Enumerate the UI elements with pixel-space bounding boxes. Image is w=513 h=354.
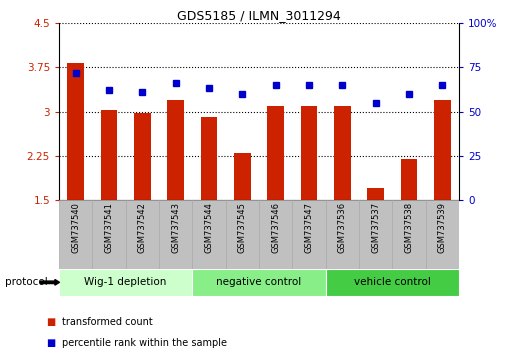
Bar: [367, 188, 384, 200]
Bar: [234, 153, 251, 200]
Text: ■: ■: [46, 317, 55, 327]
Bar: [126, 200, 159, 269]
Bar: [426, 200, 459, 269]
Bar: [292, 200, 326, 269]
Bar: [267, 105, 284, 200]
Text: GSM737537: GSM737537: [371, 202, 380, 253]
Bar: [226, 200, 259, 269]
Text: percentile rank within the sample: percentile rank within the sample: [62, 338, 227, 348]
Text: GSM737542: GSM737542: [138, 202, 147, 253]
Bar: [67, 63, 84, 200]
Text: GSM737544: GSM737544: [205, 202, 213, 253]
Bar: [359, 200, 392, 269]
Text: ■: ■: [46, 338, 55, 348]
Text: GSM737536: GSM737536: [338, 202, 347, 253]
Text: vehicle control: vehicle control: [354, 277, 431, 287]
Bar: [134, 113, 151, 200]
Title: GDS5185 / ILMN_3011294: GDS5185 / ILMN_3011294: [177, 9, 341, 22]
Bar: [334, 105, 351, 200]
Text: GSM737541: GSM737541: [105, 202, 113, 253]
Text: GSM737546: GSM737546: [271, 202, 280, 253]
Bar: [192, 200, 226, 269]
Bar: [301, 105, 318, 200]
Bar: [167, 100, 184, 200]
Bar: [201, 118, 218, 200]
Text: GSM737543: GSM737543: [171, 202, 180, 253]
Text: Wig-1 depletion: Wig-1 depletion: [85, 277, 167, 287]
Text: GSM737539: GSM737539: [438, 202, 447, 253]
Bar: [101, 110, 117, 200]
Text: transformed count: transformed count: [62, 317, 152, 327]
Text: GSM737538: GSM737538: [405, 202, 413, 253]
Text: GSM737540: GSM737540: [71, 202, 80, 253]
Bar: [92, 200, 126, 269]
Bar: [326, 269, 459, 296]
Bar: [192, 269, 326, 296]
Bar: [401, 159, 418, 200]
Bar: [59, 269, 192, 296]
Bar: [434, 100, 451, 200]
Text: negative control: negative control: [216, 277, 302, 287]
Bar: [259, 200, 292, 269]
Text: protocol: protocol: [5, 277, 48, 287]
Bar: [392, 200, 426, 269]
Text: GSM737547: GSM737547: [305, 202, 313, 253]
Bar: [326, 200, 359, 269]
Bar: [159, 200, 192, 269]
Bar: [59, 200, 92, 269]
Text: GSM737545: GSM737545: [238, 202, 247, 253]
